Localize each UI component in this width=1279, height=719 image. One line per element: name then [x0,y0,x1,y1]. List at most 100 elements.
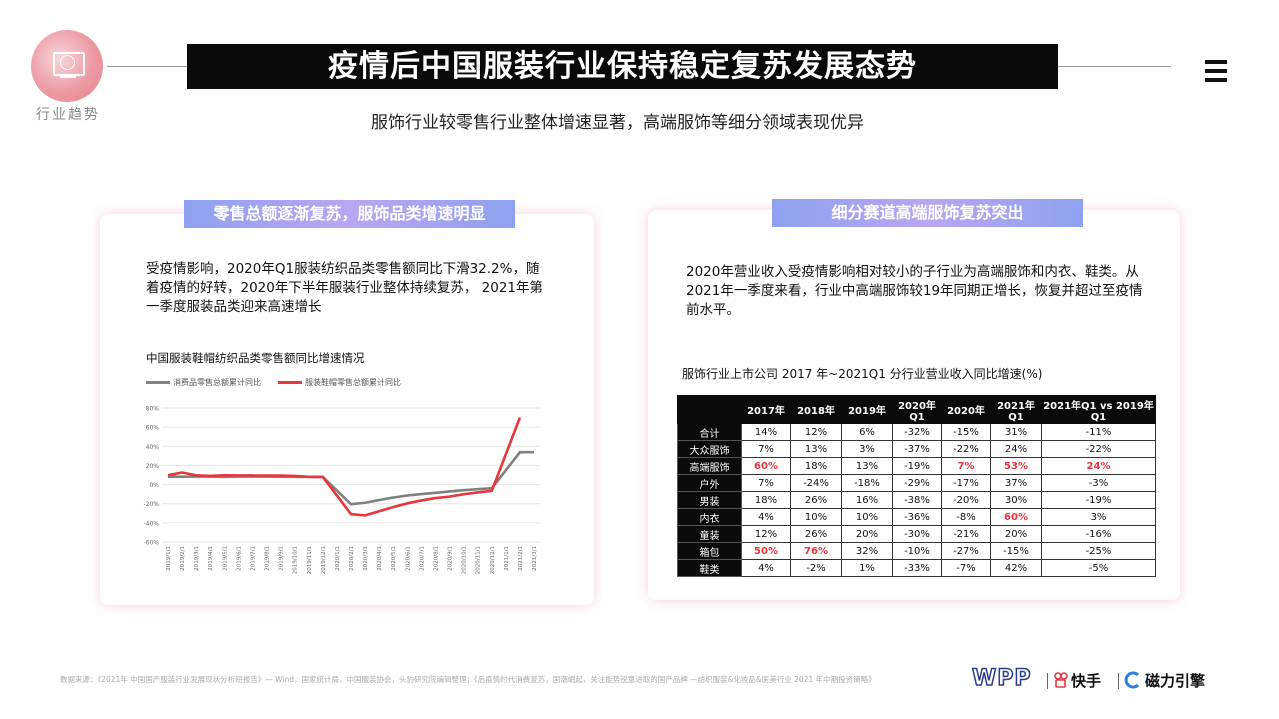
table-cell: 26% [790,491,842,509]
table-cell: -22% [941,440,991,458]
table-cell: 50% [741,542,791,560]
cili-logo: 磁力引擎 [1145,672,1206,690]
x-tick-label: 2020/2/1 [349,546,355,571]
table-cell: 60% [741,457,791,475]
wpp-logo: WPP [971,665,1032,692]
table-cell: 76% [790,542,842,560]
table-header-cell: 2020年 [941,395,991,424]
legend-swatch-gray [146,381,170,384]
table-row: 户外 7% -24% -18% -29% -17% 37% -3% [677,474,1156,492]
x-tick-label: 2019/5/1 [222,546,228,571]
table-cell: -17% [941,474,991,492]
table-cell: -36% [892,508,942,526]
table-header-row: 2017年 2018年 2019年 2020年Q1 2020年 2021年Q1 2021年Q… [677,395,1156,424]
table-cell: 4% [741,508,791,526]
table-cell: 10% [790,508,842,526]
x-tick-label: 2020/10/1 [462,546,468,574]
growth-table: 2017年 2018年 2019年 2020年Q1 2020年 2021年Q1 2021年Q… [677,395,1156,577]
y-tick-label: 0% [149,482,159,489]
table-cell: 12% [741,525,791,543]
kuaishou-logo: 快手 [1071,672,1102,690]
table-cell: -18% [841,474,893,492]
table-cell: -7% [941,559,991,577]
table-cell: 31% [990,423,1042,441]
table-cell: 26% [790,525,842,543]
series-line-apparel [167,417,522,517]
monitor-stand [60,76,76,78]
x-tick-label: 2020/5/1 [391,546,397,571]
x-tick-label: 2020/6/1 [405,546,411,571]
table-cell: 10% [841,508,893,526]
x-tick-label: 2020/4/1 [377,546,383,571]
x-tick-label: 2019/9/1 [279,546,285,571]
row-label: 内衣 [677,508,742,526]
table-header-cell: 2018年 [790,395,842,424]
x-tick-label: 2019/2/1 [180,546,186,571]
x-tick-label: 2020/7/1 [419,546,425,571]
left-card-tag: 零售总额逐渐复苏，服饰品类增速明显 [184,200,515,228]
table-cell: 3% [841,440,893,458]
table-row: 男装 18% 26% 16% -38% -20% 30% -19% [677,491,1156,509]
table-cell: 14% [741,423,791,441]
x-tick-label: 2019/12/1 [321,546,327,574]
table-cell: -10% [892,542,942,560]
x-tick-label: 2020/11/1 [476,546,482,574]
table-row: 童装 12% 26% 20% -30% -21% 20% -16% [677,525,1156,543]
legend-swatch-red [278,381,302,384]
y-tick-label: -20% [143,501,159,508]
row-label: 高端服饰 [677,457,742,475]
y-tick-label: 20% [146,463,160,470]
table-cell: -19% [892,457,942,475]
table-cell: 13% [790,440,842,458]
table-cell: -38% [892,491,942,509]
table-cell: -27% [941,542,991,560]
row-label: 男装 [677,491,742,509]
y-tick-label: -40% [143,520,159,527]
menu-icon[interactable] [1205,60,1227,84]
x-tick-label: 2021/2/1 [518,546,524,571]
right-card-tag: 细分赛道高端服饰复苏突出 [772,199,1083,227]
table-cell: -22% [1041,440,1156,458]
table-cell: -15% [941,423,991,441]
table-cell: -2% [790,559,842,577]
x-tick-label: 2019/3/1 [194,546,200,571]
table-cell: -20% [941,491,991,509]
table-row: 高端服饰 60% 18% 13% -19% 7% 53% 24% [677,457,1156,475]
y-tick-label: 60% [146,425,160,432]
x-tick-label: 2019/10/1 [293,546,299,574]
table-row: 箱包 50% 76% 32% -10% -27% -15% -25% [677,542,1156,560]
logo-label: 行业趋势 [36,107,100,123]
table-cell: 3% [1041,508,1156,526]
table-cell: 20% [990,525,1042,543]
table-cell: 18% [741,491,791,509]
x-tick-label: 2020/8/1 [433,546,439,571]
table-cell: -30% [892,525,942,543]
x-tick-label: 2020/3/1 [363,546,369,571]
left-card [100,214,594,605]
table-header-cell: 2020年Q1 [892,395,942,424]
row-label: 户外 [677,474,742,492]
x-tick-label: 2019/11/1 [307,546,313,574]
table-header-cell: 2017年 [741,395,791,424]
table-cell: 32% [841,542,893,560]
table-cell: 24% [1041,457,1156,475]
globe-icon [60,55,75,70]
table-cell: -25% [1041,542,1156,560]
legend-label: 服装鞋帽零售总额累计同比 [305,378,401,387]
right-card-text: 2020年营业收入受疫情影响相对较小的子行业为高端服饰和内衣、鞋类。从2021年… [686,264,1143,318]
monitor-icon [53,52,85,76]
page-subtitle: 服饰行业较零售行业整体增速显著，高端服饰等细分领域表现优异 [371,113,864,133]
table-cell: 7% [741,440,791,458]
table-cell: 12% [790,423,842,441]
x-tick-label: 2019/1/1 [166,546,172,571]
row-label: 合计 [677,423,742,441]
chart-title: 中国服装鞋帽纺织品类零售额同比增速情况 [146,351,365,365]
table-header-cell: 2019年 [841,395,893,424]
header-rule-right [1058,66,1171,67]
table-cell: -16% [1041,525,1156,543]
legend-item-apparel: 服装鞋帽零售总额累计同比 [278,378,401,388]
y-tick-label: 40% [146,444,160,451]
table-cell: 7% [941,457,991,475]
table-title: 服饰行业上市公司 2017 年~2021Q1 分行业营业收入同比增速(%) [682,367,1043,381]
y-tick-label: -60% [143,540,159,547]
